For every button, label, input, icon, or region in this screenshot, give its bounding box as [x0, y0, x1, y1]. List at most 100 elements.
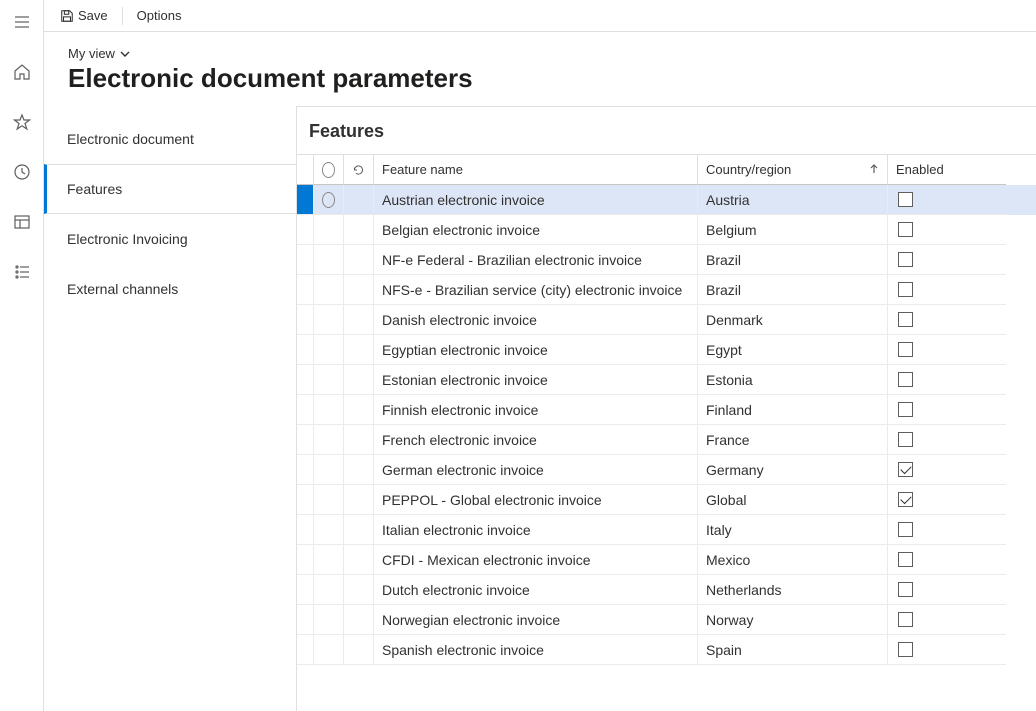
table-row[interactable]: Italian electronic invoiceItaly	[297, 515, 1036, 545]
row-select[interactable]	[314, 635, 344, 665]
enabled-checkbox[interactable]	[898, 402, 913, 417]
cell-country[interactable]: Global	[698, 485, 888, 515]
enabled-checkbox[interactable]	[898, 642, 913, 657]
row-select[interactable]	[314, 485, 344, 515]
cell-feature-name[interactable]: French electronic invoice	[374, 425, 698, 455]
recent-icon[interactable]	[4, 154, 40, 190]
cell-country[interactable]: Brazil	[698, 275, 888, 305]
refresh-header[interactable]	[344, 155, 374, 185]
cell-feature-name[interactable]: Estonian electronic invoice	[374, 365, 698, 395]
cell-feature-name[interactable]: Dutch electronic invoice	[374, 575, 698, 605]
cell-enabled[interactable]	[888, 455, 1006, 485]
cell-country[interactable]: Austria	[698, 185, 888, 215]
table-row[interactable]: German electronic invoiceGermany	[297, 455, 1036, 485]
workspace-icon[interactable]	[4, 204, 40, 240]
options-button[interactable]: Options	[129, 4, 190, 27]
cell-country[interactable]: Finland	[698, 395, 888, 425]
row-select[interactable]	[314, 455, 344, 485]
enabled-checkbox[interactable]	[898, 492, 913, 507]
cell-enabled[interactable]	[888, 575, 1006, 605]
row-select[interactable]	[314, 335, 344, 365]
enabled-checkbox[interactable]	[898, 372, 913, 387]
table-row[interactable]: French electronic invoiceFrance	[297, 425, 1036, 455]
cell-feature-name[interactable]: German electronic invoice	[374, 455, 698, 485]
table-row[interactable]: Dutch electronic invoiceNetherlands	[297, 575, 1036, 605]
cell-country[interactable]: Egypt	[698, 335, 888, 365]
enabled-checkbox[interactable]	[898, 522, 913, 537]
table-row[interactable]: PEPPOL - Global electronic invoiceGlobal	[297, 485, 1036, 515]
row-select[interactable]	[314, 545, 344, 575]
cell-feature-name[interactable]: Austrian electronic invoice	[374, 185, 698, 215]
cell-country[interactable]: Estonia	[698, 365, 888, 395]
enabled-checkbox[interactable]	[898, 342, 913, 357]
row-select[interactable]	[314, 605, 344, 635]
row-select[interactable]	[314, 425, 344, 455]
cell-feature-name[interactable]: NF-e Federal - Brazilian electronic invo…	[374, 245, 698, 275]
row-select[interactable]	[314, 275, 344, 305]
cell-feature-name[interactable]: CFDI - Mexican electronic invoice	[374, 545, 698, 575]
cell-country[interactable]: France	[698, 425, 888, 455]
enabled-checkbox[interactable]	[898, 192, 913, 207]
enabled-checkbox[interactable]	[898, 462, 913, 477]
search-button[interactable]	[205, 4, 221, 27]
cell-enabled[interactable]	[888, 425, 1006, 455]
row-select[interactable]	[314, 185, 344, 215]
table-row[interactable]: NFS-e - Brazilian service (city) electro…	[297, 275, 1036, 305]
cell-country[interactable]: Belgium	[698, 215, 888, 245]
view-selector[interactable]: My view	[68, 46, 1036, 61]
nav-item[interactable]: External channels	[44, 264, 296, 314]
table-row[interactable]: Spanish electronic invoiceSpain	[297, 635, 1036, 665]
enabled-checkbox[interactable]	[898, 552, 913, 567]
hamburger-icon[interactable]	[4, 4, 40, 40]
cell-feature-name[interactable]: Egyptian electronic invoice	[374, 335, 698, 365]
col-country-region[interactable]: Country/region	[698, 155, 888, 185]
table-row[interactable]: Norwegian electronic invoiceNorway	[297, 605, 1036, 635]
cell-enabled[interactable]	[888, 275, 1006, 305]
enabled-checkbox[interactable]	[898, 222, 913, 237]
table-row[interactable]: Egyptian electronic invoiceEgypt	[297, 335, 1036, 365]
cell-enabled[interactable]	[888, 185, 1006, 215]
cell-country[interactable]: Germany	[698, 455, 888, 485]
cell-country[interactable]: Denmark	[698, 305, 888, 335]
cell-country[interactable]: Italy	[698, 515, 888, 545]
cell-country[interactable]: Mexico	[698, 545, 888, 575]
row-select[interactable]	[314, 395, 344, 425]
table-row[interactable]: Estonian electronic invoiceEstonia	[297, 365, 1036, 395]
cell-country[interactable]: Brazil	[698, 245, 888, 275]
cell-country[interactable]: Netherlands	[698, 575, 888, 605]
favorites-icon[interactable]	[4, 104, 40, 140]
cell-feature-name[interactable]: Norwegian electronic invoice	[374, 605, 698, 635]
cell-country[interactable]: Norway	[698, 605, 888, 635]
row-select[interactable]	[314, 215, 344, 245]
cell-enabled[interactable]	[888, 215, 1006, 245]
home-icon[interactable]	[4, 54, 40, 90]
modules-icon[interactable]	[4, 254, 40, 290]
nav-item[interactable]: Features	[44, 164, 296, 214]
cell-feature-name[interactable]: NFS-e - Brazilian service (city) electro…	[374, 275, 698, 305]
cell-feature-name[interactable]: Spanish electronic invoice	[374, 635, 698, 665]
enabled-checkbox[interactable]	[898, 582, 913, 597]
nav-item[interactable]: Electronic Invoicing	[44, 214, 296, 264]
cell-enabled[interactable]	[888, 335, 1006, 365]
cell-feature-name[interactable]: Finnish electronic invoice	[374, 395, 698, 425]
row-select[interactable]	[314, 575, 344, 605]
table-row[interactable]: Finnish electronic invoiceFinland	[297, 395, 1036, 425]
nav-item[interactable]: Electronic document	[44, 114, 296, 164]
row-select[interactable]	[314, 515, 344, 545]
cell-enabled[interactable]	[888, 305, 1006, 335]
row-select[interactable]	[314, 245, 344, 275]
table-row[interactable]: CFDI - Mexican electronic invoiceMexico	[297, 545, 1036, 575]
cell-country[interactable]: Spain	[698, 635, 888, 665]
enabled-checkbox[interactable]	[898, 432, 913, 447]
select-all-header[interactable]	[314, 155, 344, 185]
cell-enabled[interactable]	[888, 245, 1006, 275]
col-enabled[interactable]: Enabled	[888, 155, 1006, 185]
cell-feature-name[interactable]: Danish electronic invoice	[374, 305, 698, 335]
enabled-checkbox[interactable]	[898, 252, 913, 267]
cell-enabled[interactable]	[888, 515, 1006, 545]
enabled-checkbox[interactable]	[898, 612, 913, 627]
enabled-checkbox[interactable]	[898, 282, 913, 297]
cell-feature-name[interactable]: Belgian electronic invoice	[374, 215, 698, 245]
cell-enabled[interactable]	[888, 485, 1006, 515]
table-row[interactable]: Austrian electronic invoiceAustria	[297, 185, 1036, 215]
